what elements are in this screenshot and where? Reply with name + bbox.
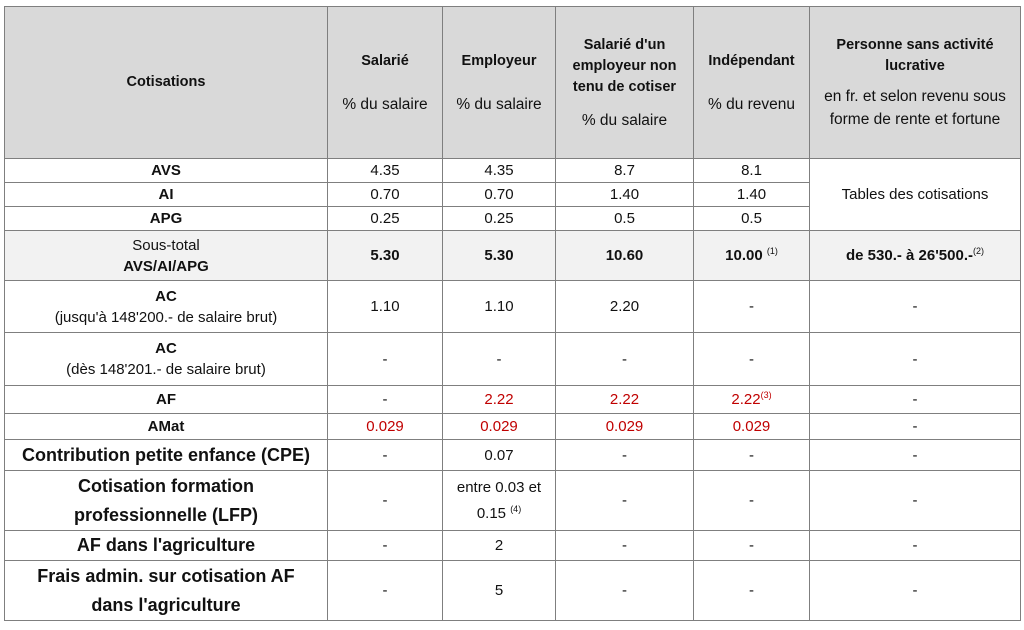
- cell-ac2-employeur: -: [442, 332, 556, 386]
- label-subtotal: Sous-total AVS/AI/APG: [4, 230, 328, 281]
- unit-salarie-non-tenu: % du salaire: [581, 111, 668, 129]
- cell-af-salarie: -: [327, 385, 443, 414]
- cell-ai-employeur: 0.70: [442, 182, 556, 207]
- row-cpe: Contribution petite enfance (CPE) - 0.07…: [4, 439, 1021, 471]
- label-af: AF: [4, 385, 328, 414]
- cell-ai-salarie: 0.70: [327, 182, 443, 207]
- cell-ac2-independant: -: [693, 332, 810, 386]
- label-lfp: Cotisation formation professionnelle (LFP…: [4, 470, 328, 531]
- cell-ac1-sans-activite: -: [809, 280, 1021, 333]
- label-ac-1: AC (jusqu'à 148'200.- de salaire brut): [4, 280, 328, 333]
- cell-frais-non-tenu: -: [555, 560, 694, 621]
- row-af-agriculture: AF dans l'agriculture - 2 - - -: [4, 530, 1021, 561]
- cell-lfp-non-tenu: -: [555, 470, 694, 531]
- cell-avs-salarie: 4.35: [327, 158, 443, 183]
- cell-afagri-sans-activite: -: [809, 530, 1021, 561]
- header-salarie-non-tenu: Salarié d'un employeur non tenu de cotis…: [555, 6, 694, 159]
- header-independant: Indépendant% du revenu: [693, 6, 810, 159]
- cell-subtotal-salarie: 5.30: [327, 230, 443, 281]
- label-avs: AVS: [4, 158, 328, 183]
- cell-subtotal-employeur: 5.30: [442, 230, 556, 281]
- label-ai: AI: [4, 182, 328, 207]
- label-apg: APG: [4, 206, 328, 231]
- cell-afagri-employeur: 2: [442, 530, 556, 561]
- cell-amat-employeur: 0.029: [442, 413, 556, 440]
- cell-lfp-salarie: -: [327, 470, 443, 531]
- contributions-table: Cotisations Salarié% du salaire Employeu…: [4, 6, 1021, 621]
- cell-apg-employeur: 0.25: [442, 206, 556, 231]
- cell-avs-employeur: 4.35: [442, 158, 556, 183]
- cell-lfp-independant: -: [693, 470, 810, 531]
- cell-cpe-non-tenu: -: [555, 439, 694, 471]
- cell-ac1-employeur: 1.10: [442, 280, 556, 333]
- row-avs: AVS 4.35 4.35 8.7 8.1 Tables des cotisat…: [4, 158, 1021, 231]
- row-lfp: Cotisation formation professionnelle (LFP…: [4, 470, 1021, 531]
- cell-afagri-salarie: -: [327, 530, 443, 561]
- header-sans-activite: Personne sans activité lucrative en fr. e…: [809, 6, 1021, 159]
- cell-cpe-salarie: -: [327, 439, 443, 471]
- cell-subtotal-sans-activite: de 530.- à 26'500.-(2): [809, 230, 1021, 281]
- cell-tables-cotisations: Tables des cotisations: [809, 158, 1021, 231]
- footnote-2: (2): [972, 246, 984, 256]
- row-ac-2: AC (dès 148'201.- de salaire brut) - - - …: [4, 332, 1021, 386]
- unit-salarie: % du salaire: [342, 95, 428, 113]
- cell-frais-salarie: -: [327, 560, 443, 621]
- cell-ac2-salarie: -: [327, 332, 443, 386]
- cell-ai-non-tenu: 1.40: [555, 182, 694, 207]
- cell-frais-independant: -: [693, 560, 810, 621]
- cell-ac1-salarie: 1.10: [327, 280, 443, 333]
- row-af: AF - 2.22 2.22 2.22(3) -: [4, 385, 1021, 414]
- cell-cpe-independant: -: [693, 439, 810, 471]
- cell-amat-salarie: 0.029: [327, 413, 443, 440]
- label-frais-admin: Frais admin. sur cotisation AF dans l'agr…: [4, 560, 328, 621]
- cell-apg-independant: 0.5: [693, 206, 810, 231]
- label-af-agriculture: AF dans l'agriculture: [4, 530, 328, 561]
- cell-af-employeur: 2.22: [442, 385, 556, 414]
- label-amat: AMat: [4, 413, 328, 440]
- cell-avs-non-tenu: 8.7: [555, 158, 694, 183]
- cell-amat-sans-activite: -: [809, 413, 1021, 440]
- cell-afagri-independant: -: [693, 530, 810, 561]
- label-ac-2: AC (dès 148'201.- de salaire brut): [4, 332, 328, 386]
- cell-ac2-sans-activite: -: [809, 332, 1021, 386]
- label-cpe: Contribution petite enfance (CPE): [4, 439, 328, 471]
- row-frais-admin: Frais admin. sur cotisation AF dans l'agr…: [4, 560, 1021, 621]
- cell-lfp-employeur: entre 0.03 et 0.15 (4): [442, 470, 556, 531]
- cell-ac2-non-tenu: -: [555, 332, 694, 386]
- header-employeur: Employeur% du salaire: [442, 6, 556, 159]
- footnote-3: (3): [760, 390, 772, 400]
- unit-employeur: % du salaire: [456, 95, 542, 113]
- cell-afagri-non-tenu: -: [555, 530, 694, 561]
- unit-sans-activite: en fr. et selon revenu sous forme de ren…: [824, 87, 1006, 128]
- cell-apg-salarie: 0.25: [327, 206, 443, 231]
- row-apg: APG 0.25 0.25 0.5 0.5: [4, 206, 1021, 231]
- cell-ac1-non-tenu: 2.20: [555, 280, 694, 333]
- cell-af-sans-activite: -: [809, 385, 1021, 414]
- row-ac-1: AC (jusqu'à 148'200.- de salaire brut) 1.…: [4, 280, 1021, 333]
- cell-cpe-sans-activite: -: [809, 439, 1021, 471]
- cell-frais-sans-activite: -: [809, 560, 1021, 621]
- cell-lfp-sans-activite: -: [809, 470, 1021, 531]
- row-amat: AMat 0.029 0.029 0.029 0.029 -: [4, 413, 1021, 440]
- cell-cpe-employeur: 0.07: [442, 439, 556, 471]
- cell-ac1-independant: -: [693, 280, 810, 333]
- cell-subtotal-non-tenu: 10.60: [555, 230, 694, 281]
- header-row: Cotisations Salarié% du salaire Employeu…: [4, 6, 1021, 159]
- footnote-1: (1): [766, 246, 778, 256]
- row-subtotal: Sous-total AVS/AI/APG 5.30 5.30 10.60 10.…: [4, 230, 1021, 281]
- cell-subtotal-independant: 10.00 (1): [693, 230, 810, 281]
- cell-amat-non-tenu: 0.029: [555, 413, 694, 440]
- cell-af-non-tenu: 2.22: [555, 385, 694, 414]
- unit-independant: % du revenu: [707, 95, 796, 113]
- cell-af-independant: 2.22(3): [693, 385, 810, 414]
- cell-avs-independant: 8.1: [693, 158, 810, 183]
- cell-amat-independant: 0.029: [693, 413, 810, 440]
- row-ai: AI 0.70 0.70 1.40 1.40: [4, 182, 1021, 207]
- header-cotisations: Cotisations: [4, 6, 328, 159]
- cell-apg-non-tenu: 0.5: [555, 206, 694, 231]
- cell-ai-independant: 1.40: [693, 182, 810, 207]
- cell-frais-employeur: 5: [442, 560, 556, 621]
- footnote-4: (4): [510, 503, 522, 514]
- header-salarie: Salarié% du salaire: [327, 6, 443, 159]
